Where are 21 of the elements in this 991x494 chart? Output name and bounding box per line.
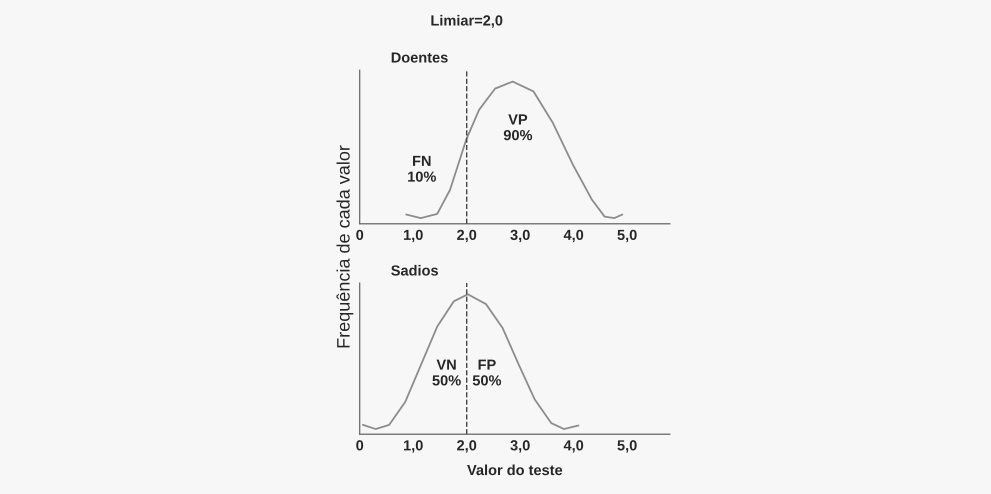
annotation: FP 50%	[472, 360, 502, 386]
annotation: FN 10%	[408, 156, 436, 182]
annotation: VP 90%	[504, 114, 532, 140]
x-tick-label: 3,0	[510, 440, 530, 453]
x-tick-label: 2,0	[457, 230, 476, 242]
x-tick-label: 3,0	[510, 230, 530, 242]
x-tick-label: 1,0	[404, 440, 423, 453]
x-tick-label: 0	[356, 230, 364, 240]
chart-title: Sadios	[391, 264, 438, 276]
x-tick-label: 1,0	[404, 230, 423, 242]
x-tick-label: 0	[356, 440, 364, 450]
ref-line-label: Limiar=2,0	[431, 14, 502, 28]
annotation: VN 50%	[432, 360, 461, 386]
x-tick-label: 5,0	[617, 440, 637, 453]
x-tick-label: 4,0	[564, 440, 584, 453]
x-tick-label: 2,0	[457, 440, 476, 453]
x-axis-title: Valor do teste	[467, 464, 562, 476]
x-tick-label: 4,0	[564, 230, 584, 242]
x-tick-label: 5,0	[617, 230, 637, 242]
y-axis-title: Frequência de cada valor	[336, 145, 354, 348]
chart-title: Doentes	[392, 52, 448, 63]
